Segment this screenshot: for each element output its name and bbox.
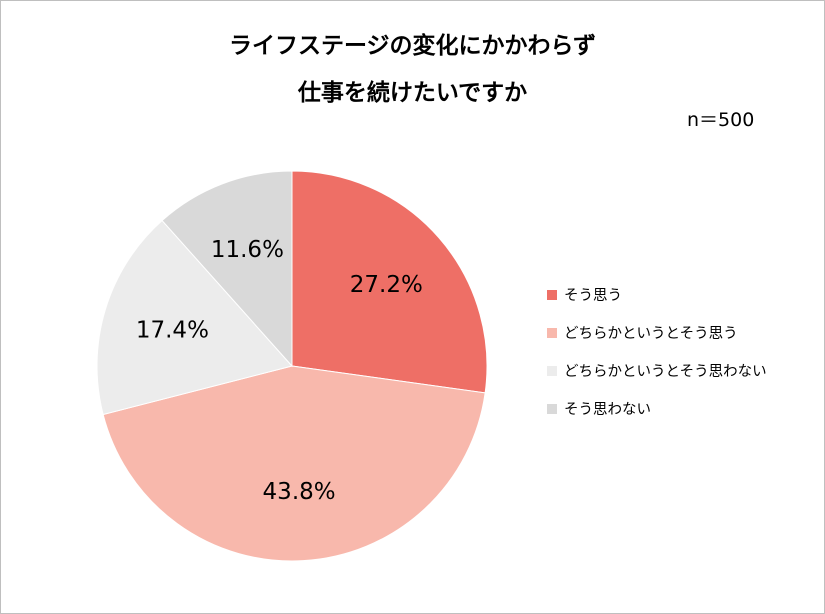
legend-item-2: どちらかというとそう思う [547,321,767,344]
legend-label: そう思わない [564,402,651,418]
legend-label: どちらかというとそう思わない [564,364,767,380]
slice-4 [161,170,293,368]
legend-swatch [547,327,557,338]
legend-label: どちらかというとそう思う [564,326,738,342]
legend-swatch [547,403,557,414]
legend-item-1: そう思う [547,283,767,306]
legend: そう思うどちらかというとそう思うどちらかというとそう思わない そう思わない [547,283,767,435]
legend-item-3: どちらかというとそう思わない [547,359,767,382]
slice-2-label: 43.8% [263,479,336,505]
sample-size-note: n＝500 [687,109,755,131]
chart-title-line-2: 仕事を続けたいですか [297,80,528,106]
slice-3 [96,219,293,416]
slice-2 [102,365,486,562]
slice-3-label: 17.4% [136,318,209,344]
slice-1-label: 27.2% [350,272,423,298]
legend-item-4: そう思わない [547,397,767,420]
legend-label: そう思う [564,288,622,304]
legend-swatch [547,289,557,300]
slice-4-label: 11.6% [211,237,284,263]
chart-title: ライフステージの変化にかかわらず 仕事を続けたいですか [1,23,824,117]
legend-swatch [547,365,557,376]
chart-title-line-1: ライフステージの変化にかかわらず [228,33,597,59]
slice-1 [291,170,488,394]
